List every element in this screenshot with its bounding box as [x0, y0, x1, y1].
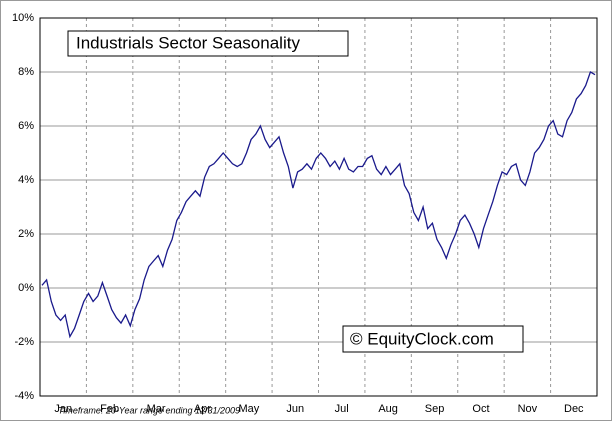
title-box — [67, 30, 349, 57]
x-tick-label: Sep — [425, 403, 445, 415]
y-tick-label: 0% — [18, 282, 34, 294]
copyright: © EquityClock.com — [350, 329, 494, 348]
y-tick-label: 8% — [18, 66, 34, 78]
y-tick-label: 2% — [18, 228, 34, 240]
x-tick-label: Jul — [335, 403, 349, 415]
x-tick-label: Feb — [100, 403, 119, 415]
y-tick-label: -4% — [14, 390, 34, 402]
y-tick-label: 10% — [12, 12, 34, 24]
x-tick-label: Jan — [54, 403, 72, 415]
x-tick-label: Aug — [378, 403, 398, 415]
x-tick-label: Dec — [564, 403, 584, 415]
x-tick-label: Mar — [147, 403, 166, 415]
y-tick-label: -2% — [14, 336, 34, 348]
x-tick-label: Jun — [286, 403, 304, 415]
plot-border — [39, 17, 598, 397]
timeframe-note: Timeframe: 20-Year range ending 12/31/20… — [58, 405, 240, 415]
copyright-box — [342, 325, 524, 353]
x-tick-label: Nov — [518, 403, 538, 415]
seasonal-line — [41, 71, 596, 339]
grid — [40, 17, 597, 397]
y-tick-label: 4% — [18, 174, 34, 186]
x-tick-label: May — [238, 403, 259, 415]
y-tick-label: 6% — [18, 120, 34, 132]
x-tick-label: Oct — [472, 403, 489, 415]
x-tick-label: Apr — [194, 403, 211, 415]
chart-title: Industrials Sector Seasonality — [76, 33, 300, 52]
